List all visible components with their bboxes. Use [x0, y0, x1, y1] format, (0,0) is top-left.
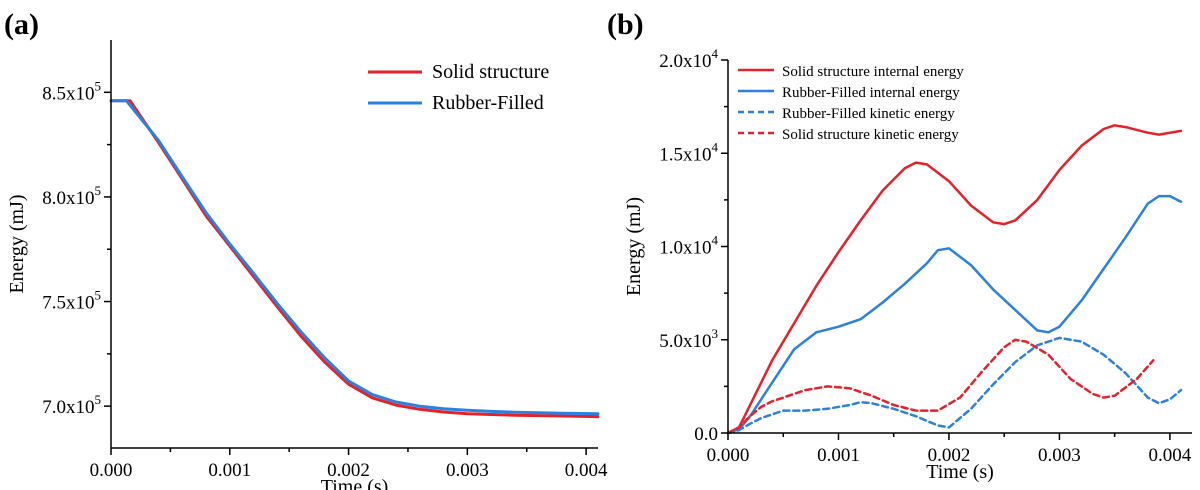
- y-tick-exponent: 5: [95, 78, 102, 93]
- x-tick-label: 0.002: [327, 460, 370, 481]
- y-tick-mantissa: 0.0: [694, 424, 718, 445]
- legend-label: Solid structure: [432, 61, 549, 83]
- series-line-3: [726, 336, 1183, 435]
- series-line-1: [726, 124, 1183, 435]
- y-tick-label: 0.0: [694, 424, 718, 445]
- x-tick-label: 0.003: [446, 460, 489, 481]
- y-tick-mantissa: 1.0x10: [659, 238, 711, 259]
- legend-label: Solid structure internal energy: [782, 64, 964, 80]
- y-tick-label: 8.5x105: [42, 78, 101, 104]
- x-tick-label: 0.004: [565, 460, 608, 481]
- series-line-2: [109, 99, 600, 416]
- legend-label: Rubber-Filled: [432, 92, 544, 114]
- panel-b-label: (b): [607, 8, 644, 41]
- x-tick-label: 0.000: [90, 460, 133, 481]
- y-tick-mantissa: 8.5x10: [42, 83, 94, 104]
- x-axis-title: Time (s): [926, 461, 994, 483]
- legend-label: Solid structure kinetic energy: [782, 127, 959, 143]
- series-line-1: [109, 99, 600, 419]
- y-tick-exponent: 4: [712, 233, 719, 248]
- y-tick-mantissa: 2.0x10: [659, 51, 711, 72]
- y-tick-exponent: 3: [712, 326, 719, 341]
- y-tick-exponent: 5: [95, 392, 102, 407]
- y-tick-label: 7.5x105: [42, 288, 101, 314]
- y-tick-mantissa: 1.5x10: [659, 144, 711, 165]
- chart-a: 0.000 0.001 0.002 0.003 0.0047.0x1057.5x1058…: [6, 40, 608, 490]
- y-axis-title: Energy (mJ): [6, 194, 28, 293]
- legend-label: Rubber-Filled internal energy: [782, 85, 960, 101]
- y-tick-exponent: 5: [95, 288, 102, 303]
- panel-a-label: (a): [4, 8, 39, 41]
- x-tick-label: 0.003: [1038, 445, 1081, 466]
- x-axis-title: Time (s): [321, 476, 389, 490]
- y-tick-label: 1.0x104: [659, 233, 718, 259]
- y-tick-label: 7.0x105: [42, 392, 101, 418]
- y-tick-mantissa: 7.0x10: [42, 397, 94, 418]
- x-tick-label: 0.000: [707, 445, 750, 466]
- series-line-2: [726, 194, 1183, 435]
- y-tick-mantissa: 7.5x10: [42, 293, 94, 314]
- y-tick-exponent: 4: [712, 46, 719, 61]
- y-tick-label: 1.5x104: [659, 139, 718, 165]
- x-tick-label: 0.001: [817, 445, 860, 466]
- series-line-4: [726, 338, 1155, 435]
- x-tick-label: 0.001: [208, 460, 251, 481]
- chart-b: 0.000 0.001 0.002 0.003 0.004 0.0 5.0x103 1.0x1…: [623, 46, 1192, 483]
- y-tick-label: 5.0x103: [659, 326, 718, 352]
- legend-label: Rubber-Filled kinetic energy: [782, 106, 955, 122]
- y-tick-mantissa: 8.0x10: [42, 188, 94, 209]
- y-tick-mantissa: 5.0x10: [659, 331, 711, 352]
- y-tick-exponent: 5: [95, 183, 102, 198]
- x-tick-label: 0.002: [928, 445, 971, 466]
- x-tick-label: 0.004: [1149, 445, 1192, 466]
- y-tick-exponent: 4: [712, 139, 719, 154]
- y-tick-label: 8.0x105: [42, 183, 101, 209]
- y-tick-label: 2.0x104: [659, 46, 718, 72]
- y-axis-title: Energy (mJ): [623, 197, 645, 296]
